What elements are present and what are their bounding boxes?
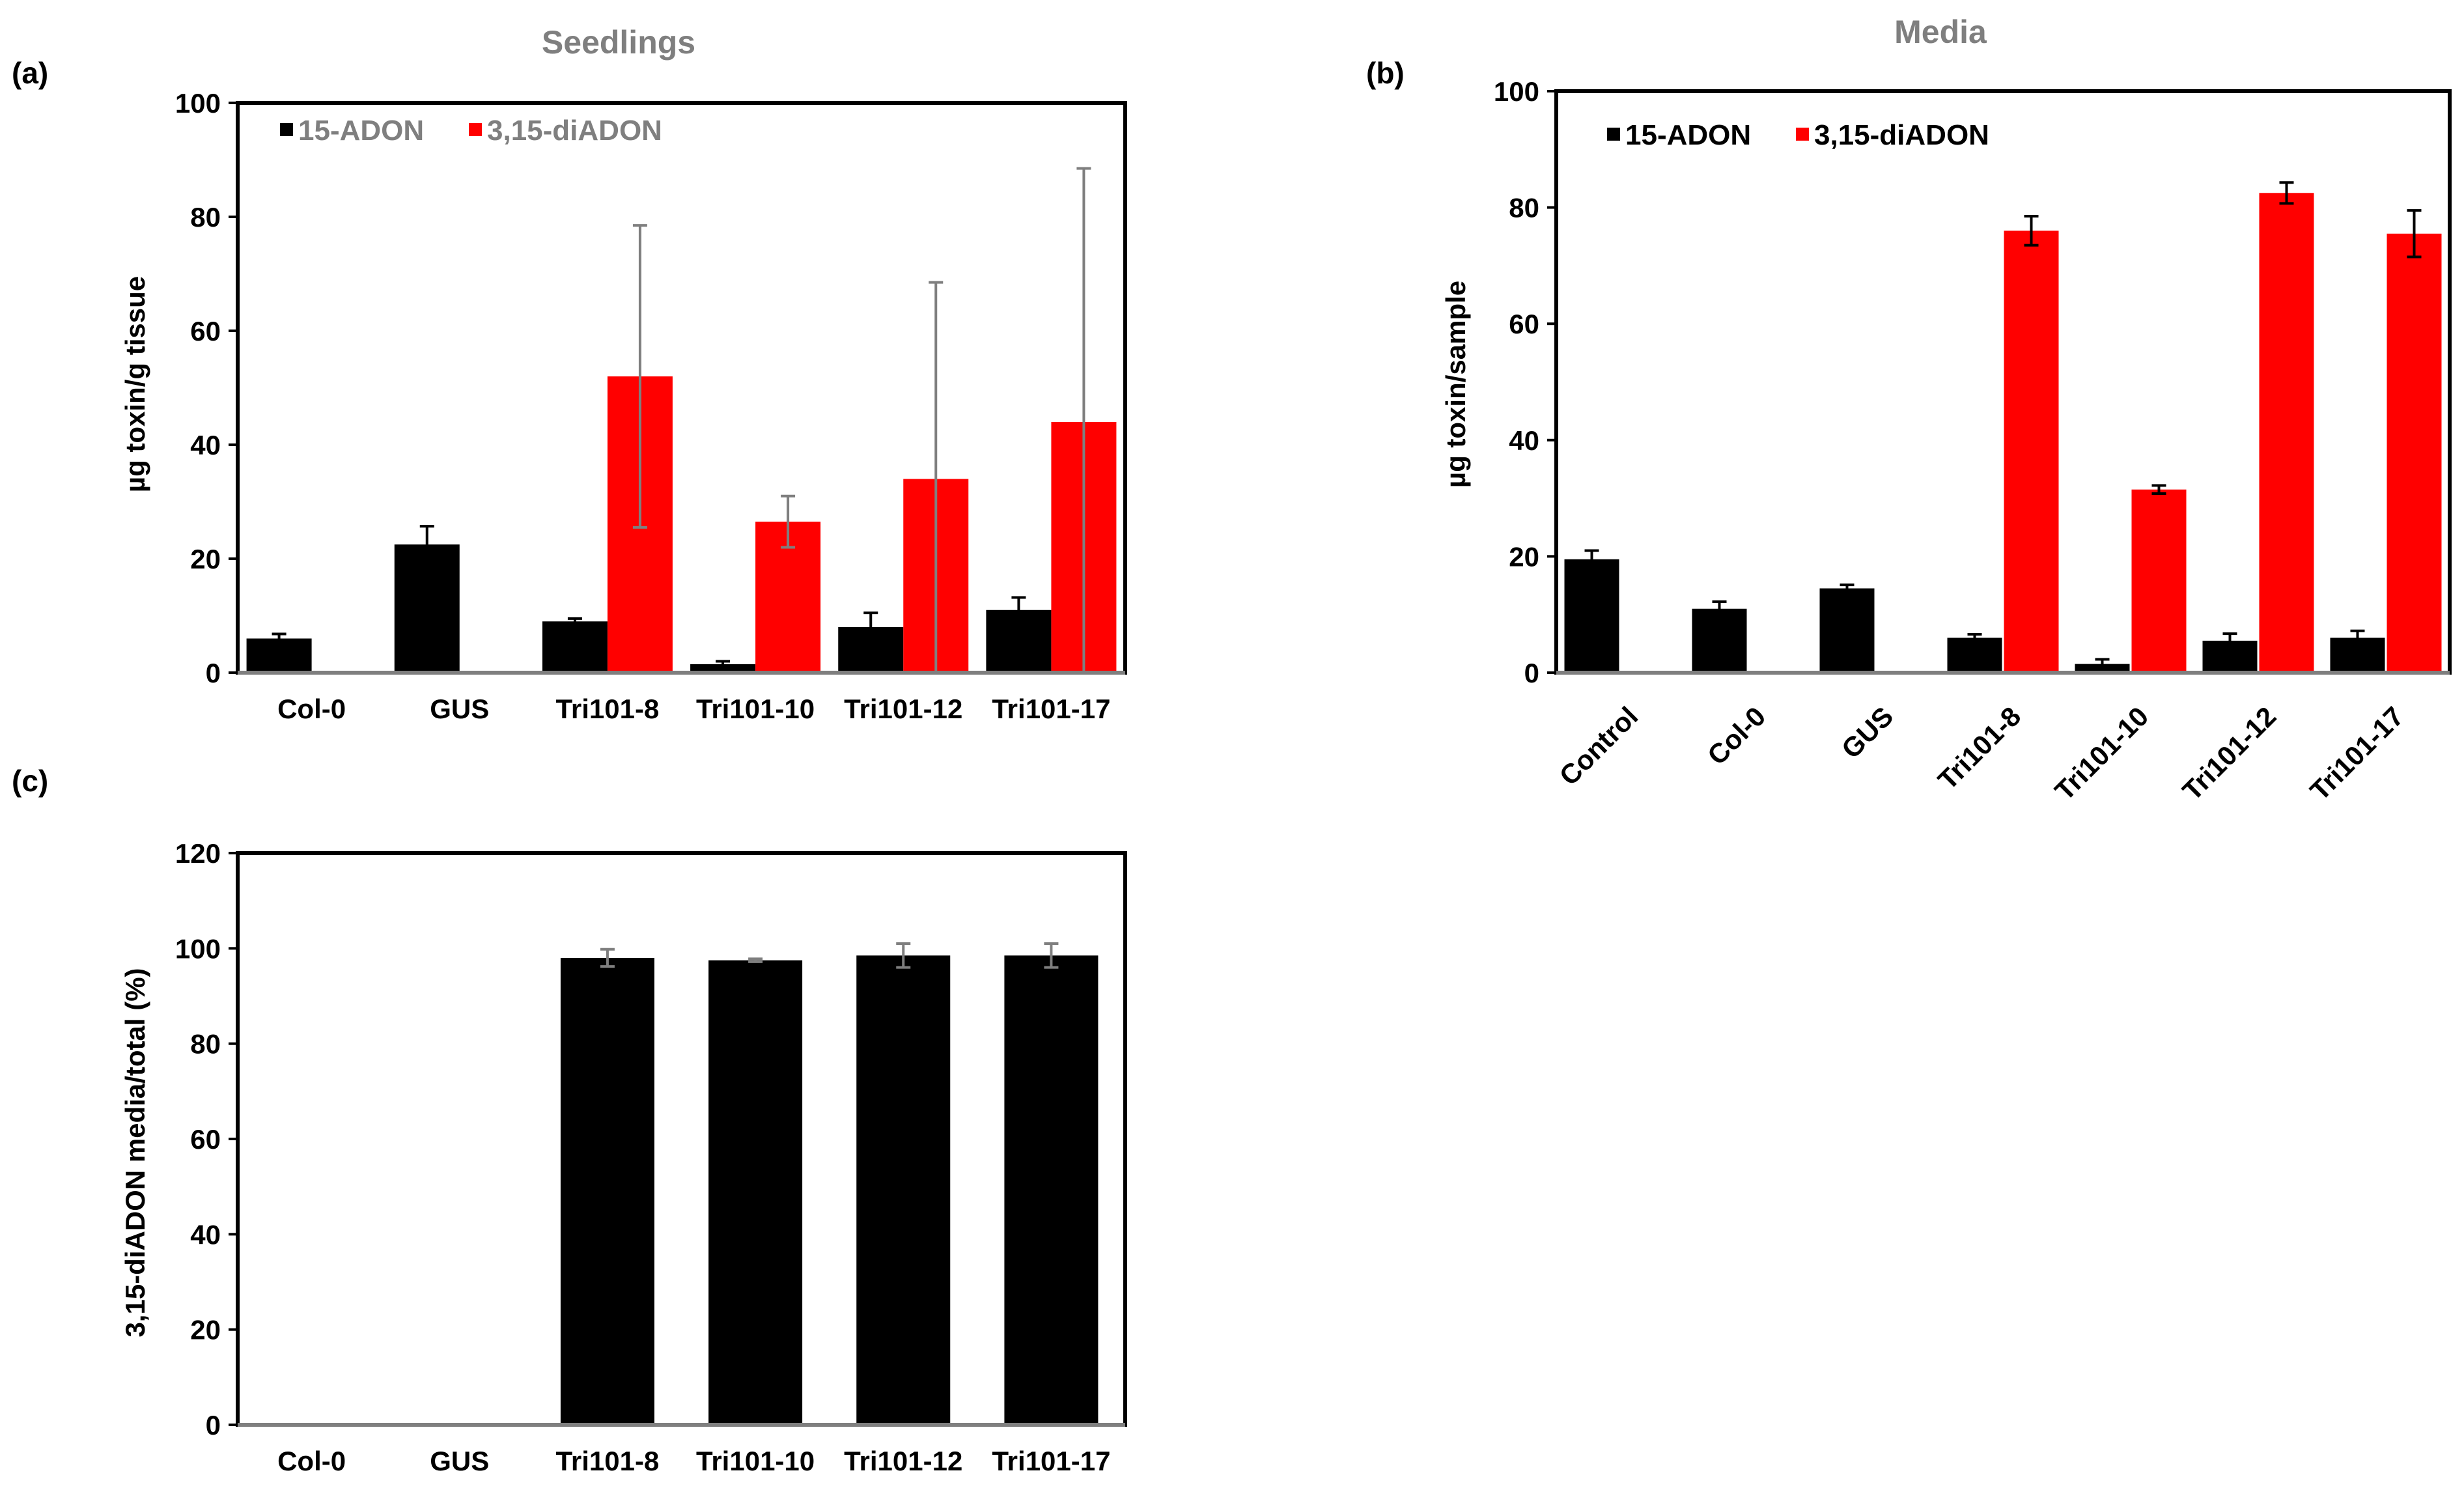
y-tick-label: 100: [1494, 76, 1539, 107]
x-tick-label: GUS: [1836, 701, 1899, 765]
bar-3-15-diadon: [2259, 193, 2314, 673]
bar-3-15-diadon-media-total: [708, 960, 803, 1425]
bar-15-adon: [394, 544, 460, 673]
y-tick-label: 40: [190, 430, 221, 460]
bar-15-adon: [1692, 608, 1747, 673]
y-tick-label: 120: [175, 838, 221, 869]
bar-3-15-diadon: [2131, 489, 2187, 673]
bar-3-15-diadon-media-total: [1004, 955, 1099, 1425]
legend-swatch: [469, 123, 482, 136]
x-tick-label: Tri101-12: [844, 1446, 962, 1476]
y-tick-label: 80: [190, 202, 221, 232]
legend-label: 15-ADON: [1625, 119, 1751, 151]
x-tick-label: Tri101-8: [556, 1446, 660, 1476]
plot-frame: [1554, 89, 2452, 675]
x-tick-label: Tri101-8: [1932, 701, 2027, 796]
panel-c-label: (c): [12, 764, 48, 798]
panel-a-plot: 0 20 40 60 80 100 Col-0 GUS Tri101-8 Tri101-10 Tri…: [175, 88, 1127, 724]
plot-frame: [236, 101, 1127, 675]
x-tick-label: Control: [1554, 701, 1644, 791]
panel-a-title: Seedlings: [542, 24, 695, 61]
y-tick-label: 20: [190, 1315, 221, 1345]
panel-b-ylabel: µg toxin/sample: [1440, 281, 1471, 488]
x-tick-label: Col-0: [1701, 701, 1771, 770]
x-tick-label: Tri101-10: [696, 1446, 815, 1476]
plot-frame: [236, 851, 1127, 1427]
y-tick-label: 100: [175, 933, 221, 964]
x-tick-label: Tri101-17: [2304, 701, 2409, 806]
bar-15-adon: [1819, 588, 1875, 673]
bar-3-15-diadon-media-total: [856, 955, 951, 1425]
panel-b-label: (b): [1366, 56, 1405, 90]
y-tick-label: 20: [1509, 541, 1539, 572]
x-tick-label: Tri101-17: [992, 694, 1110, 724]
x-tick-label: Tri101-10: [696, 694, 815, 724]
legend-swatch: [1607, 128, 1620, 141]
y-tick-label: 80: [190, 1029, 221, 1060]
x-tick-label: Tri101-12: [2176, 701, 2282, 806]
y-tick-label: 0: [1524, 658, 1539, 688]
y-tick-label: 0: [206, 1410, 221, 1440]
y-tick-label: 40: [1509, 425, 1539, 456]
x-tick-label: Col-0: [277, 694, 346, 724]
x-tick-label: GUS: [430, 694, 489, 724]
x-tick-label: Tri101-10: [2049, 701, 2154, 806]
legend-label: 3,15-diADON: [1814, 119, 1989, 151]
y-tick-label: 60: [190, 316, 221, 346]
y-tick-label: 40: [190, 1219, 221, 1250]
y-tick-label: 60: [1509, 309, 1539, 339]
y-tick-label: 60: [190, 1124, 221, 1155]
bar-15-adon: [690, 664, 756, 673]
y-tick-label: 0: [206, 658, 221, 688]
bar-15-adon: [1564, 559, 1619, 673]
panel-b-title: Media: [1894, 14, 1987, 50]
y-tick-label: 20: [190, 544, 221, 574]
x-tick-label: Tri101-8: [556, 694, 660, 724]
bar-3-15-diadon-media-total: [560, 957, 654, 1425]
x-tick-label: GUS: [430, 1446, 489, 1476]
bar-15-adon: [542, 621, 608, 673]
bar-15-adon: [1947, 638, 2002, 673]
x-tick-label: Tri101-12: [844, 694, 962, 724]
panel-a-ylabel: µg toxin/g tissue: [120, 276, 150, 492]
panel-a-label: (a): [12, 56, 48, 90]
y-tick-label: 100: [175, 88, 221, 119]
legend-swatch: [280, 123, 293, 136]
legend-swatch: [1796, 128, 1809, 141]
panel-c-ylabel: 3,15-diADON media/total (%): [120, 968, 150, 1337]
y-tick-label: 80: [1509, 193, 1539, 223]
panel-c-plot: 0 20 40 60 80 100 120 Col-0 GUS Tri101-8 Tri101-10…: [175, 838, 1127, 1476]
bar-3-15-diadon: [2004, 231, 2059, 673]
x-tick-label: Tri101-17: [992, 1446, 1110, 1476]
legend-label: 15-ADON: [298, 115, 424, 147]
bar-3-15-diadon: [2387, 233, 2442, 673]
legend-label: 3,15-diADON: [487, 115, 662, 147]
x-tick-label: Col-0: [277, 1446, 346, 1476]
